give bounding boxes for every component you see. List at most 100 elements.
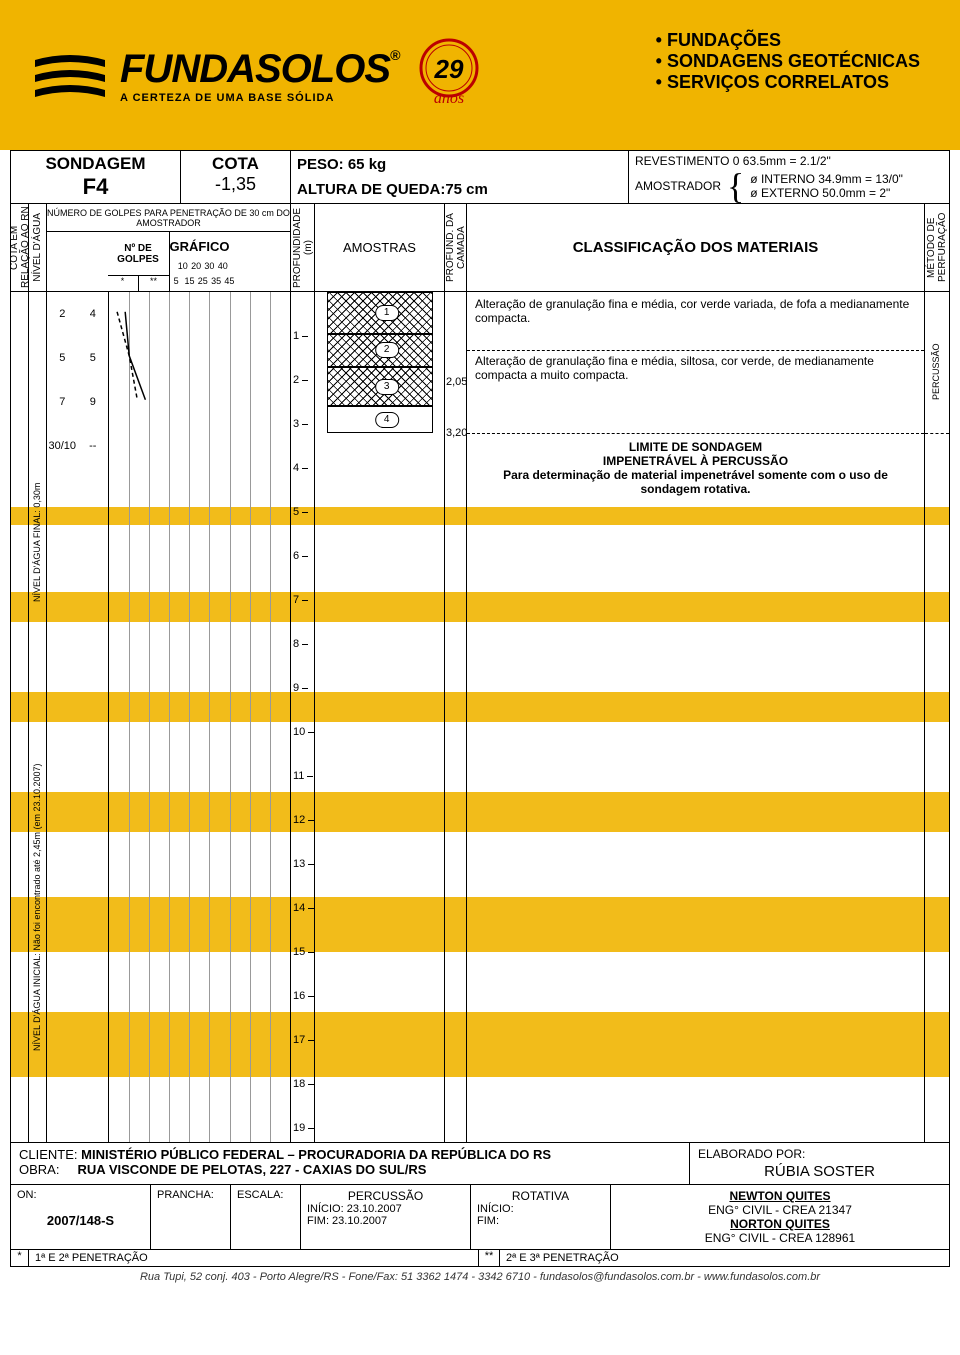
header-banner: FUNDASOLOS® A CERTEZA DE UMA BASE SÓLIDA… [0, 0, 960, 150]
body-col-grafico [109, 292, 291, 1142]
service-item: FUNDAÇÕES [656, 30, 920, 51]
depth-tick: 9 [291, 682, 308, 694]
depth-tick: 8 [291, 638, 308, 650]
col-amostras: AMOSTRAS [343, 240, 416, 255]
body-col-golpes: 24557930/10-- [47, 292, 109, 1142]
depth-tick: 1 [291, 330, 308, 342]
col-classificacao: CLASSIFICAÇÃO DOS MATERIAIS [573, 239, 819, 256]
depth-tick: 7 [291, 594, 308, 606]
depth-tick: 3 [291, 418, 308, 430]
n-golpes-label: Nº DE GOLPES [108, 232, 169, 275]
classification-text: Alteração de granulação fina e média, si… [475, 354, 916, 382]
classification-text: LIMITE DE SONDAGEMIMPENETRÁVEL À PERCUSS… [475, 440, 916, 496]
service-item: SERVIÇOS CORRELATOS [656, 72, 920, 93]
sample-badge: 1 [375, 305, 399, 321]
svg-text:anos: anos [434, 90, 464, 107]
sample-badge: 4 [375, 412, 399, 428]
layer-divider [467, 433, 924, 434]
layer-divider [467, 350, 924, 351]
depth-tick: 12 [291, 814, 314, 826]
golpe-row: 30/10-- [47, 424, 108, 468]
escala-cell: ESCALA: [231, 1185, 301, 1249]
depth-tick: 16 [291, 990, 314, 1002]
body-col-amostras: 1 2 3 4 [315, 292, 445, 1142]
service-item: SONDAGENS GEOTÉCNICAS [656, 51, 920, 72]
axis-major: 30 [204, 261, 214, 271]
footer-block: CLIENTE: MINISTÉRIO PÚBLICO FEDERAL – PR… [11, 1142, 949, 1266]
sample-badge: 2 [375, 342, 399, 358]
golpes-header: NÚMERO DE GOLPES PARA PENETRAÇÃO DE 30 c… [47, 204, 290, 232]
logo-icon [30, 45, 110, 105]
depth-tick: 5 [291, 506, 308, 518]
body-col-classificacao: Alteração de granulação fina e média, co… [467, 292, 925, 1142]
grafico-label: GRÁFICO [170, 232, 230, 261]
depth-tick: 2 [291, 374, 308, 386]
axis-minor: 25 [198, 276, 208, 286]
depth-tick: 13 [291, 858, 314, 870]
engineers-cell: NEWTON QUITES ENG° CIVIL - CREA 21347 NO… [611, 1185, 949, 1249]
elaborado-por: ELABORADO POR: RÚBIA SOSTER [689, 1143, 949, 1184]
golpe-row: 24 [47, 292, 108, 336]
golpe-row: 79 [47, 380, 108, 424]
body-grid: NÍVEL D'ÁGUA FINAL: 0,30m NÍVEL D'ÁGUA I… [11, 292, 949, 1142]
classification-text: Alteração de granulação fina e média, co… [475, 297, 916, 325]
nivel-final-label: NÍVEL D'ÁGUA FINAL: 0,30m [32, 442, 42, 642]
axis-minor: 5 [174, 276, 179, 286]
depth-tick: 6 [291, 550, 308, 562]
body-col-profcamada: 2,05 3,20 [445, 292, 467, 1142]
anniversary-badge: 29 anos [409, 33, 489, 118]
profcam-value: 3,20 [446, 427, 467, 439]
col-nivel-agua: NÍVEL D'ÁGUA [32, 213, 43, 282]
revestimento-cell: REVESTIMENTO 0 63.5mm = 2.1/2" AMOSTRADO… [629, 151, 949, 203]
brace-icon: { [727, 172, 744, 200]
top-info-band: SONDAGEM F4 COTA -1,35 PESO: 65 kg ALTUR… [11, 151, 949, 204]
axis-major: 20 [191, 261, 201, 271]
metodo-percussao: PERCUSSÃO [931, 312, 941, 432]
services-list: FUNDAÇÕES SONDAGENS GEOTÉCNICAS SERVIÇOS… [656, 30, 920, 93]
axis-minor: 45 [224, 276, 234, 286]
company-tagline: A CERTEZA DE UMA BASE SÓLIDA [120, 92, 399, 104]
column-headers: COTA EM RELAÇÃO AO RN NÍVEL D'ÁGUA NÚMER… [11, 204, 949, 292]
body-col-cota [11, 292, 29, 1142]
company-address: Rua Tupi, 52 conj. 403 - Porto Alegre/RS… [0, 1267, 960, 1291]
cota-cell: COTA -1,35 [181, 151, 291, 203]
col-profundidade: PROFUNDIDADE (m) [292, 204, 314, 291]
cliente-obra: CLIENTE: MINISTÉRIO PÚBLICO FEDERAL – PR… [11, 1143, 689, 1184]
penetracao-legend: * 1ª E 2ª PENETRAÇÃO ** 2ª E 3ª PENETRAÇ… [11, 1249, 949, 1266]
depth-tick: 18 [291, 1078, 314, 1090]
company-name: FUNDASOLOS® [120, 47, 399, 92]
sample-badge: 3 [375, 379, 399, 395]
depth-tick: 19 [291, 1122, 314, 1134]
percussao-cell: PERCUSSÃO INÍCIO: 23.10.2007 FIM: 23.10.… [301, 1185, 471, 1249]
star-1: * [108, 276, 139, 291]
golpe-row: 55 [47, 336, 108, 380]
body-col-profundidade: 12345678910111213141516171819 [291, 292, 315, 1142]
grafico-axis: 10203040515253545 [170, 261, 230, 291]
axis-minor: 35 [211, 276, 221, 286]
star-2: ** [139, 276, 169, 291]
on-cell: ON: 2007/148-S [11, 1185, 151, 1249]
body-col-metodo: PERCUSSÃO [925, 292, 949, 1142]
axis-minor: 15 [184, 276, 194, 286]
axis-major: 40 [218, 261, 228, 271]
axis-major: 10 [178, 261, 188, 271]
col-profund-camada: PROFUND. DA CAMADA [445, 204, 467, 291]
logo-group: FUNDASOLOS® A CERTEZA DE UMA BASE SÓLIDA… [0, 33, 489, 118]
nivel-inicial-label: NÍVEL D'ÁGUA INICIAL: Não foi encontrado… [32, 692, 42, 1122]
body-col-nivel: NÍVEL D'ÁGUA FINAL: 0,30m NÍVEL D'ÁGUA I… [29, 292, 47, 1142]
rotativa-cell: ROTATIVA INÍCIO: FIM: [471, 1185, 611, 1249]
sondagem-cell: SONDAGEM F4 [11, 151, 181, 203]
depth-tick: 14 [291, 902, 314, 914]
col-cota-rn: COTA EM RELAÇÃO AO RN [9, 204, 31, 291]
peso-cell: PESO: 65 kg ALTURA DE QUEDA:75 cm [291, 151, 629, 203]
depth-tick: 15 [291, 946, 314, 958]
depth-tick: 11 [291, 770, 313, 782]
prancha-cell: PRANCHA: [151, 1185, 231, 1249]
report-frame: SONDAGEM F4 COTA -1,35 PESO: 65 kg ALTUR… [10, 150, 950, 1267]
svg-text:29: 29 [434, 54, 464, 84]
depth-tick: 17 [291, 1034, 314, 1046]
depth-tick: 10 [291, 726, 314, 738]
depth-tick: 4 [291, 462, 308, 474]
profcam-value: 2,05 [446, 376, 467, 388]
col-metodo: MÉTODO DE PERFURAÇÃO [926, 204, 948, 291]
